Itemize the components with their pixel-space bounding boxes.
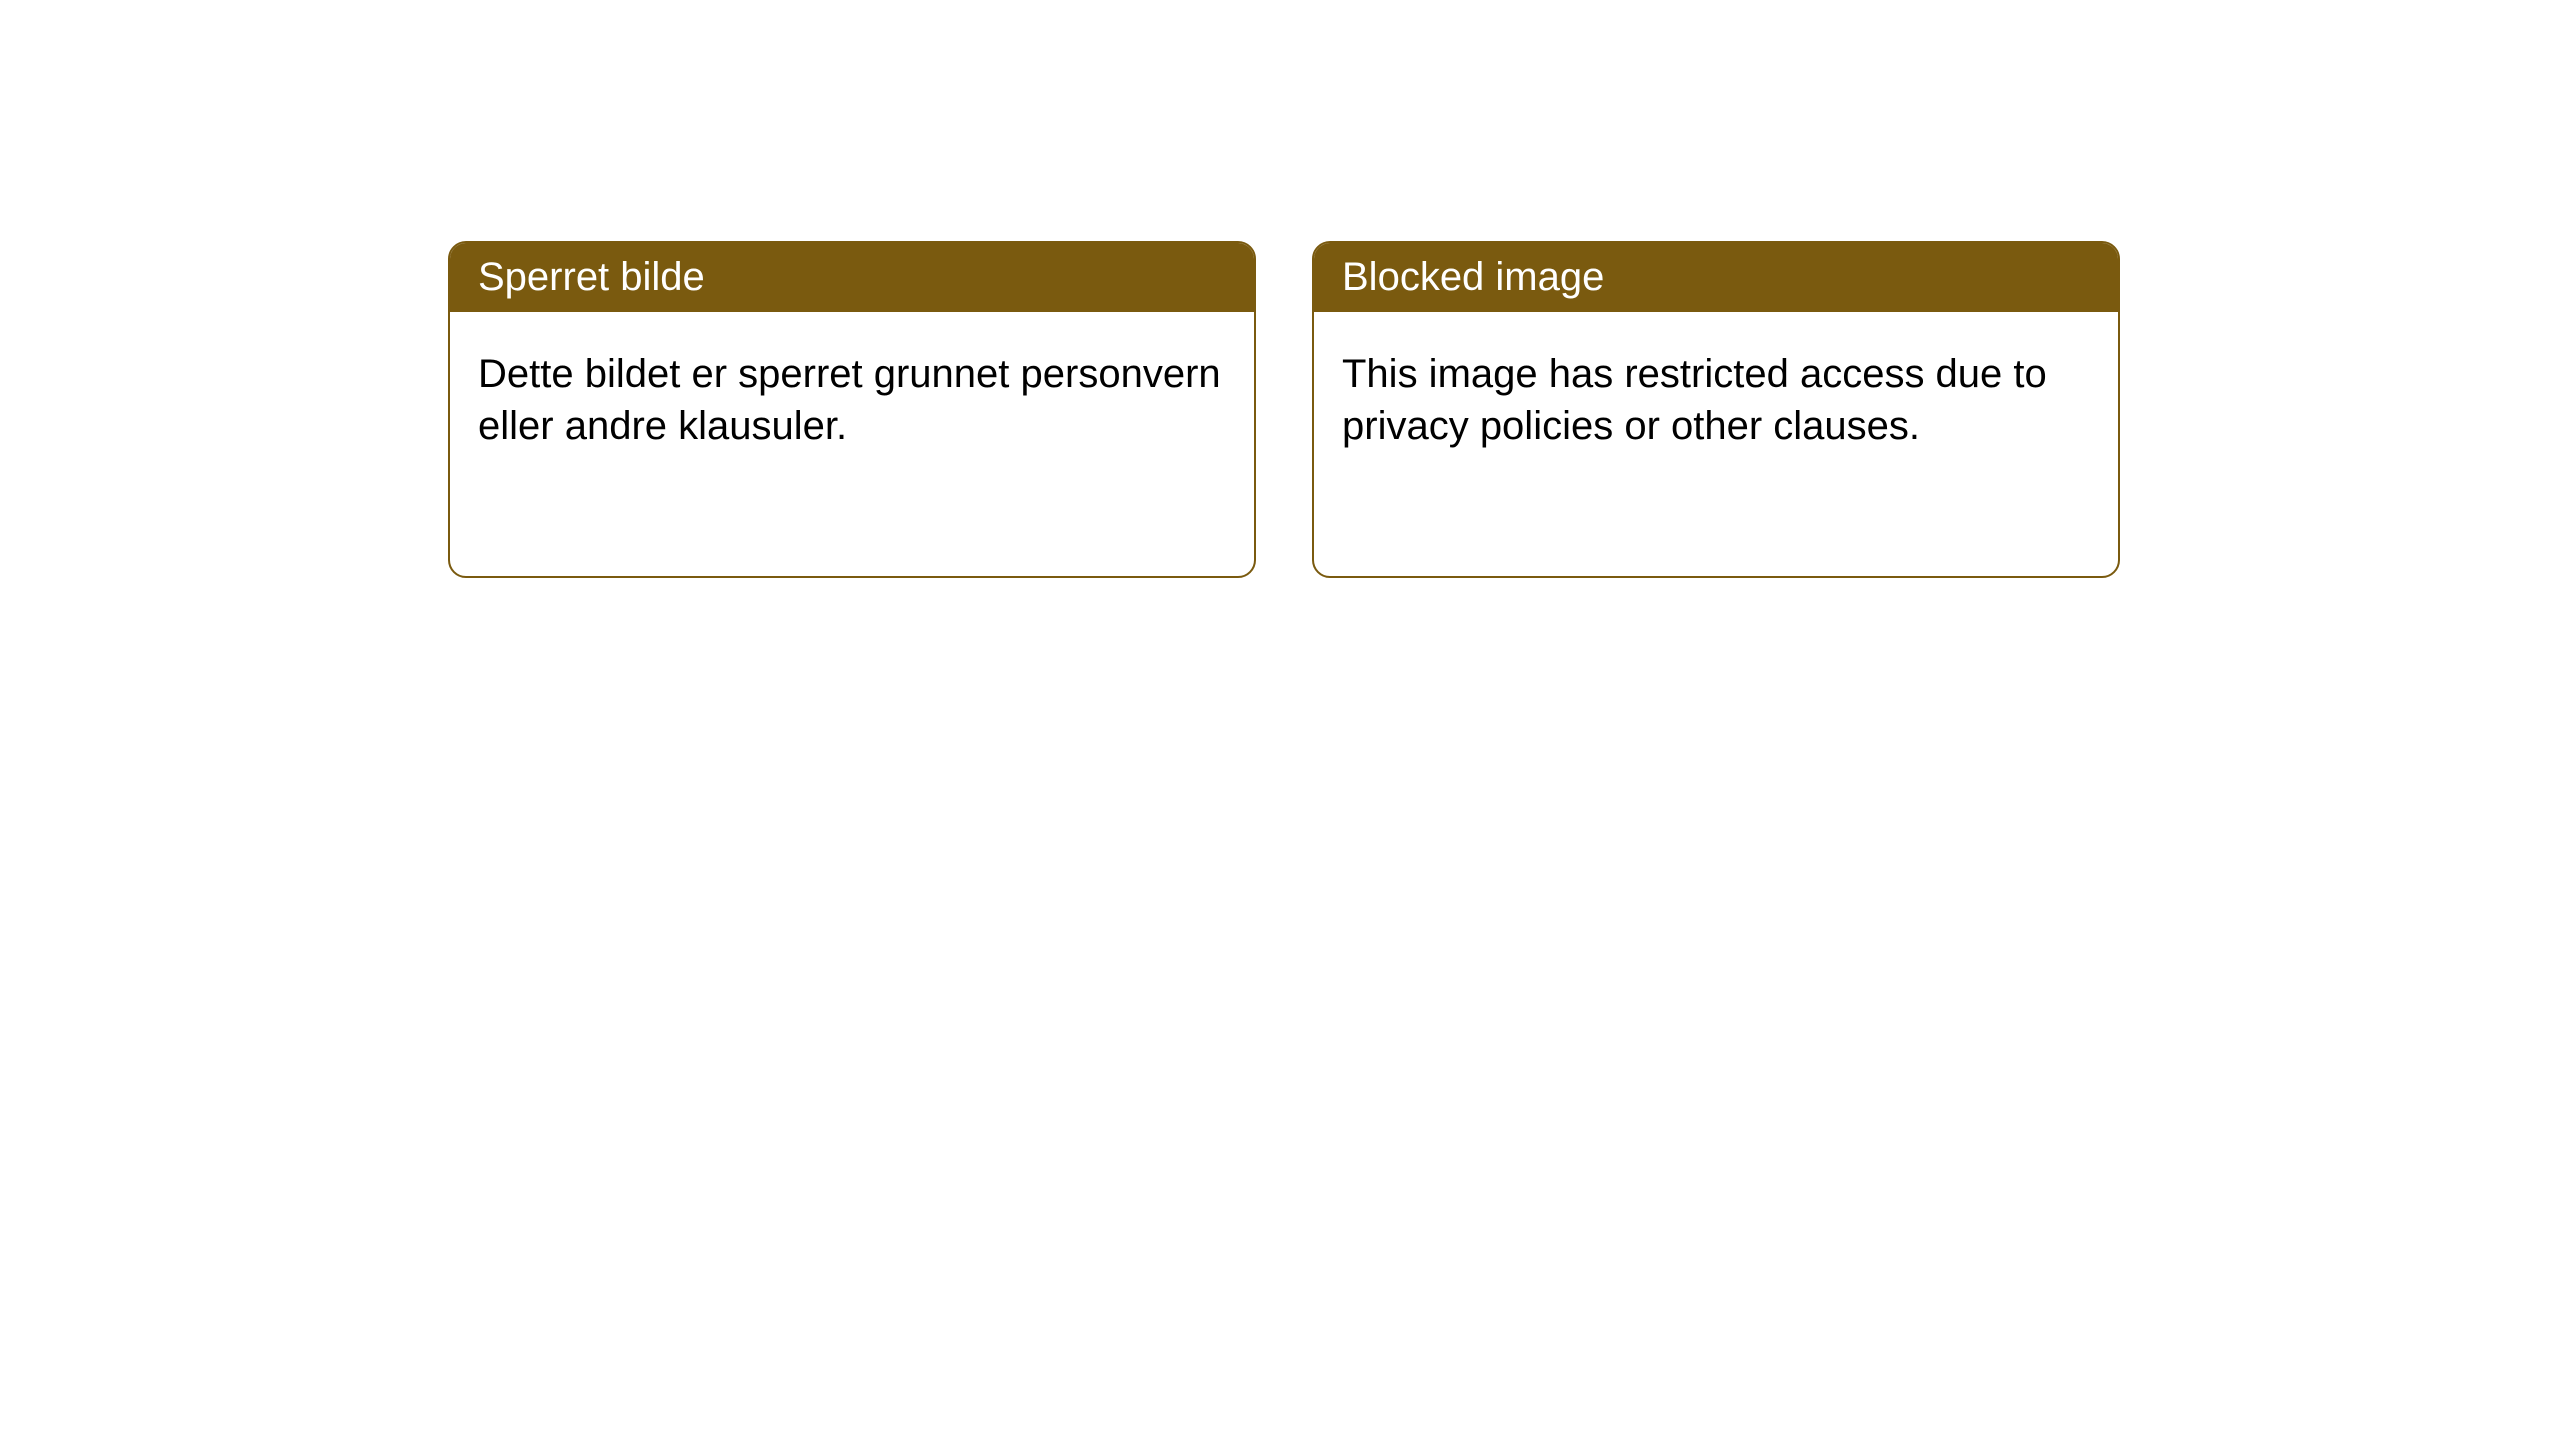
card-header-norwegian: Sperret bilde — [450, 243, 1254, 312]
card-title-english: Blocked image — [1342, 255, 1604, 299]
card-message-norwegian: Dette bildet er sperret grunnet personve… — [478, 352, 1221, 448]
card-body-norwegian: Dette bildet er sperret grunnet personve… — [450, 312, 1254, 488]
card-message-english: This image has restricted access due to … — [1342, 352, 2047, 448]
card-title-norwegian: Sperret bilde — [478, 255, 705, 299]
notice-container: Sperret bilde Dette bildet er sperret gr… — [0, 0, 2560, 578]
card-body-english: This image has restricted access due to … — [1314, 312, 2118, 488]
card-header-english: Blocked image — [1314, 243, 2118, 312]
blocked-image-card-norwegian: Sperret bilde Dette bildet er sperret gr… — [448, 241, 1256, 578]
blocked-image-card-english: Blocked image This image has restricted … — [1312, 241, 2120, 578]
